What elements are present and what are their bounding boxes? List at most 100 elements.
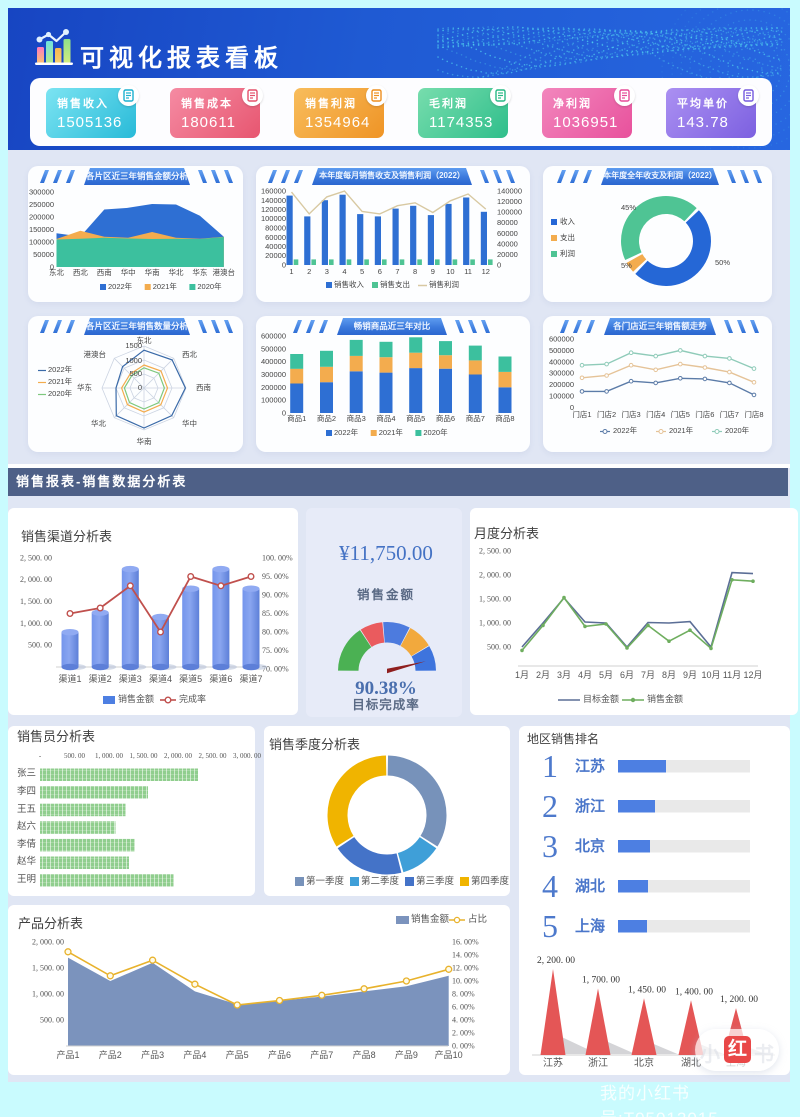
svg-text:20000: 20000 xyxy=(497,250,518,259)
svg-text:2: 2 xyxy=(307,267,311,276)
svg-text:2, 000. 00: 2, 000. 00 xyxy=(20,575,52,584)
svg-text:-: - xyxy=(39,752,42,760)
svg-text:2, 200. 00: 2, 200. 00 xyxy=(537,956,575,966)
svg-text:85. 00%: 85. 00% xyxy=(262,609,289,618)
svg-text:2, 000. 00: 2, 000. 00 xyxy=(32,938,64,947)
svg-text:600000: 600000 xyxy=(261,332,286,341)
svg-text:1, 000. 00: 1, 000. 00 xyxy=(32,990,64,999)
svg-text:4. 00%: 4. 00% xyxy=(452,1016,475,1025)
svg-text:0. 00%: 0. 00% xyxy=(452,1042,475,1051)
svg-text:5%: 5% xyxy=(621,261,632,270)
svg-text:75. 00%: 75. 00% xyxy=(262,646,289,655)
svg-text:80. 00%: 80. 00% xyxy=(262,628,289,637)
svg-text:2: 2 xyxy=(542,788,558,824)
svg-text:3: 3 xyxy=(325,267,329,276)
svg-text:8. 00%: 8. 00% xyxy=(452,990,475,999)
svg-text:2. 00%: 2. 00% xyxy=(452,1029,475,1038)
svg-text:100000: 100000 xyxy=(261,214,286,223)
svg-text:6. 00%: 6. 00% xyxy=(452,1003,475,1012)
svg-text:16. 00%: 16. 00% xyxy=(452,938,479,947)
svg-text:0: 0 xyxy=(282,261,286,270)
svg-text:10. 00%: 10. 00% xyxy=(452,977,479,986)
svg-text:100. 00%: 100. 00% xyxy=(262,554,293,563)
svg-text:3, 000. 00: 3, 000. 00 xyxy=(233,752,262,760)
svg-text:0: 0 xyxy=(282,409,286,418)
svg-text:140000: 140000 xyxy=(497,187,522,196)
svg-text:120000: 120000 xyxy=(497,197,522,206)
svg-text:1, 450. 00: 1, 450. 00 xyxy=(628,985,666,995)
svg-text:2, 500. 00: 2, 500. 00 xyxy=(479,547,511,556)
svg-text:200000: 200000 xyxy=(549,380,574,389)
svg-text:2, 500. 00: 2, 500. 00 xyxy=(199,752,228,760)
svg-text:120000: 120000 xyxy=(261,205,286,214)
svg-text:95. 00%: 95. 00% xyxy=(262,572,289,581)
svg-text:50000: 50000 xyxy=(33,250,54,259)
svg-text:160000: 160000 xyxy=(261,187,286,196)
svg-text:1, 500. 00: 1, 500. 00 xyxy=(479,595,511,604)
svg-text:600000: 600000 xyxy=(549,335,574,344)
svg-text:500. 00: 500. 00 xyxy=(28,641,52,650)
svg-text:60000: 60000 xyxy=(497,229,518,238)
svg-text:500. 00: 500. 00 xyxy=(487,643,511,652)
svg-text:100000: 100000 xyxy=(29,238,54,247)
svg-text:500: 500 xyxy=(129,369,142,378)
svg-text:1, 700. 00: 1, 700. 00 xyxy=(582,976,620,986)
svg-text:9: 9 xyxy=(431,267,435,276)
svg-text:45%: 45% xyxy=(621,203,636,212)
svg-text:500000: 500000 xyxy=(261,344,286,353)
svg-text:11: 11 xyxy=(464,267,472,276)
svg-text:12. 00%: 12. 00% xyxy=(452,964,479,973)
svg-text:0: 0 xyxy=(138,383,142,392)
svg-text:400000: 400000 xyxy=(549,357,574,366)
svg-text:1: 1 xyxy=(289,267,293,276)
svg-text:4: 4 xyxy=(342,267,346,276)
svg-text:200000: 200000 xyxy=(261,383,286,392)
svg-text:1, 500. 00: 1, 500. 00 xyxy=(32,964,64,973)
svg-text:20000: 20000 xyxy=(265,251,286,260)
svg-text:250000: 250000 xyxy=(29,200,54,209)
svg-text:90. 00%: 90. 00% xyxy=(262,591,289,600)
svg-text:1, 000. 00: 1, 000. 00 xyxy=(20,619,52,628)
svg-text:90.38%: 90.38% xyxy=(355,678,417,699)
svg-text:50%: 50% xyxy=(715,258,730,267)
svg-text:5: 5 xyxy=(542,908,558,944)
svg-text:300000: 300000 xyxy=(261,370,286,379)
svg-text:3: 3 xyxy=(542,828,558,864)
svg-text:200000: 200000 xyxy=(29,213,54,222)
svg-text:100000: 100000 xyxy=(261,396,286,405)
svg-text:1, 000. 00: 1, 000. 00 xyxy=(95,752,124,760)
svg-text:0: 0 xyxy=(497,261,501,270)
svg-text:500000: 500000 xyxy=(549,346,574,355)
svg-text:70. 00%: 70. 00% xyxy=(262,665,289,674)
svg-text:1500: 1500 xyxy=(125,341,142,350)
svg-text:0: 0 xyxy=(50,263,54,272)
svg-text:100000: 100000 xyxy=(497,208,522,217)
svg-text:1, 500. 00: 1, 500. 00 xyxy=(130,752,159,760)
svg-text:1000: 1000 xyxy=(125,356,142,365)
svg-text:80000: 80000 xyxy=(497,218,518,227)
svg-text:2, 000. 00: 2, 000. 00 xyxy=(479,571,511,580)
svg-text:7: 7 xyxy=(395,267,399,276)
svg-text:8: 8 xyxy=(413,267,417,276)
svg-text:40000: 40000 xyxy=(497,239,518,248)
svg-text:40000: 40000 xyxy=(265,242,286,251)
svg-text:1, 000. 00: 1, 000. 00 xyxy=(479,619,511,628)
svg-text:60000: 60000 xyxy=(265,233,286,242)
svg-text:0: 0 xyxy=(570,403,574,412)
svg-text:2, 500. 00: 2, 500. 00 xyxy=(20,554,52,563)
svg-text:2, 000. 00: 2, 000. 00 xyxy=(164,752,193,760)
svg-text:6: 6 xyxy=(378,267,382,276)
svg-text:14. 00%: 14. 00% xyxy=(452,951,479,960)
svg-text:1, 500. 00: 1, 500. 00 xyxy=(20,597,52,606)
svg-text:10: 10 xyxy=(446,267,454,276)
svg-text:¥11,750.00: ¥11,750.00 xyxy=(339,541,433,565)
svg-text:80000: 80000 xyxy=(265,224,286,233)
svg-text:400000: 400000 xyxy=(261,357,286,366)
svg-text:4: 4 xyxy=(542,868,558,904)
svg-text:500. 00: 500. 00 xyxy=(40,1016,64,1025)
svg-text:500. 00: 500. 00 xyxy=(64,752,86,760)
svg-text:5: 5 xyxy=(360,267,364,276)
svg-text:150000: 150000 xyxy=(29,225,54,234)
svg-text:300000: 300000 xyxy=(549,369,574,378)
svg-text:12: 12 xyxy=(482,267,490,276)
